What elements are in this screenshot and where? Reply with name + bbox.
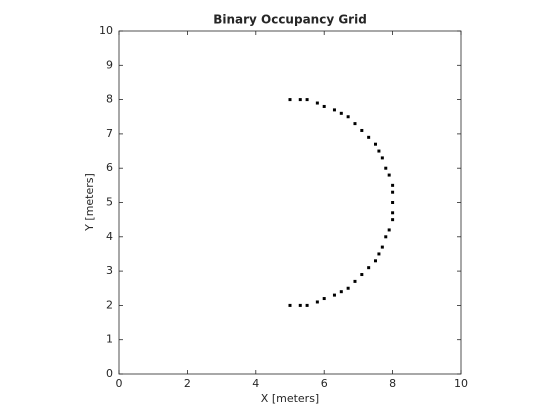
occupied-cell: [377, 149, 381, 153]
y-tick-label: 10: [99, 24, 113, 37]
occupied-cell: [377, 252, 381, 256]
occupied-cell: [288, 303, 292, 307]
occupied-cell: [353, 122, 357, 126]
y-tick-label: 8: [106, 93, 113, 106]
occupied-cell: [391, 190, 395, 194]
occupied-cell: [391, 211, 395, 215]
occupied-cell: [367, 135, 371, 139]
y-tick-label: 3: [106, 264, 113, 277]
occupied-cell: [322, 297, 326, 301]
occupied-cell: [322, 104, 326, 108]
occupied-cell: [391, 218, 395, 222]
occupied-cell: [391, 201, 395, 204]
x-tick-label: 4: [252, 377, 259, 390]
occupied-cell: [367, 266, 371, 270]
y-tick-label: 0: [106, 367, 113, 380]
occupied-cell: [298, 98, 302, 102]
occupied-cell: [384, 166, 388, 170]
occupied-cell: [288, 98, 292, 102]
occupied-cell: [374, 142, 377, 146]
y-tick-label: 4: [106, 230, 113, 243]
y-tick-label: 1: [106, 333, 113, 346]
occupied-cell: [346, 115, 350, 119]
occupied-cell: [332, 108, 336, 112]
x-tick-label: 0: [116, 377, 123, 390]
y-tick-label: 2: [106, 298, 113, 311]
occupied-cell: [332, 293, 336, 297]
occupied-cell: [387, 228, 391, 232]
occupied-cell: [315, 101, 319, 105]
occupied-cell: [391, 183, 395, 187]
y-tick-label: 5: [106, 196, 113, 209]
occupied-cell: [360, 128, 364, 132]
y-tick-label: 6: [106, 161, 113, 174]
occupied-cell: [305, 303, 309, 307]
occupied-cell: [374, 259, 377, 263]
x-tick-label: 6: [321, 377, 328, 390]
chart-title: Binary Occupancy Grid: [213, 13, 367, 27]
occupied-cell: [380, 156, 384, 160]
occupied-cell: [380, 245, 384, 249]
occupied-cell: [339, 111, 343, 115]
occupied-cell: [384, 235, 388, 239]
occupied-cell: [353, 279, 357, 283]
x-tick-label: 2: [184, 377, 191, 390]
occupied-cell: [298, 303, 302, 307]
occupied-cell: [387, 173, 391, 177]
x-tick-label: 8: [389, 377, 396, 390]
y-tick-label: 9: [106, 58, 113, 71]
occupied-cell: [339, 290, 343, 294]
occupied-cell: [360, 273, 364, 277]
x-tick-label: 10: [454, 377, 468, 390]
occupied-cell: [315, 300, 319, 304]
occupied-cell: [305, 98, 309, 102]
occupied-cell: [346, 286, 350, 290]
x-axis-label: X [meters]: [261, 392, 319, 405]
y-tick-label: 7: [106, 127, 113, 140]
y-axis-label: Y [meters]: [83, 173, 96, 232]
